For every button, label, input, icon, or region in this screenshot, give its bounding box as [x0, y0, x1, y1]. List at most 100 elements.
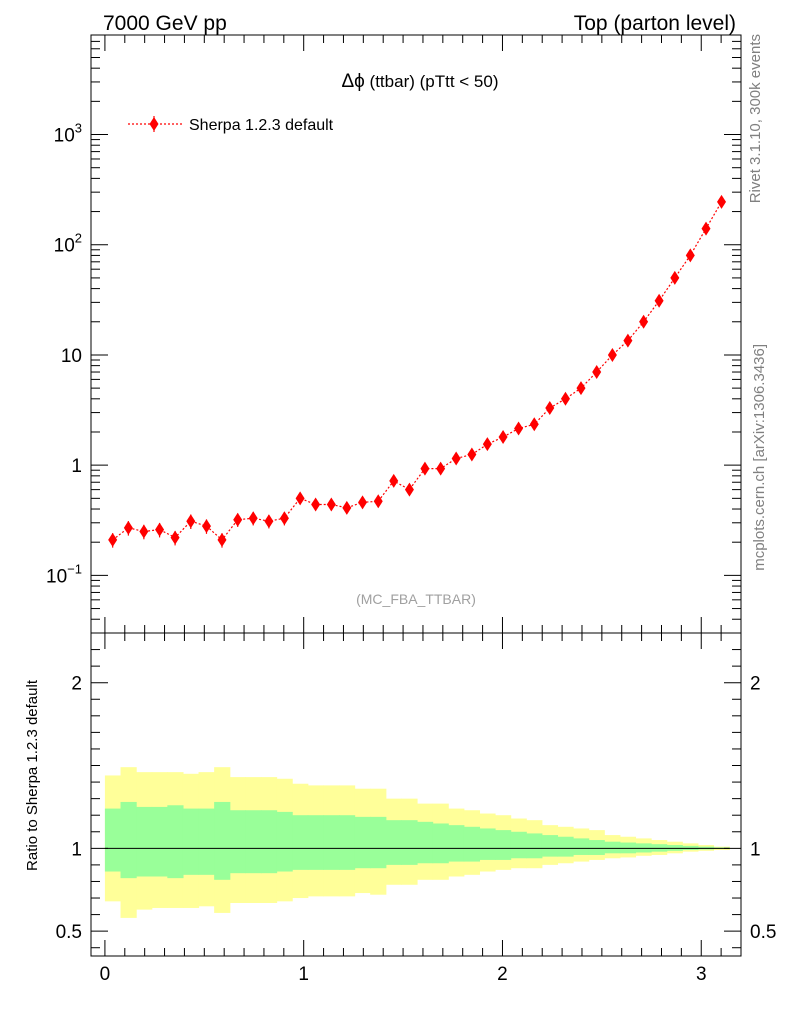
marker	[233, 512, 243, 527]
data-point	[264, 514, 274, 529]
data-point	[529, 417, 539, 432]
marker	[139, 524, 149, 539]
green-band-bin	[338, 815, 356, 870]
ratio-y-tick-label: 1	[71, 839, 82, 860]
green-band-bin	[229, 810, 246, 874]
data-point	[123, 520, 133, 536]
ratio-bands	[104, 767, 730, 918]
ratio-y-tick-label: 2	[71, 674, 82, 695]
green-band-bin	[307, 815, 324, 870]
green-band-bin	[104, 808, 122, 872]
data-point	[717, 194, 727, 209]
marker	[358, 495, 368, 510]
green-band-bin	[604, 841, 621, 854]
green-band-bin	[354, 816, 371, 869]
marker	[373, 494, 383, 509]
ratio-ylabel: Ratio to Sherpa 1.2.3 default	[24, 679, 41, 871]
data-point	[389, 473, 399, 488]
data-point	[639, 314, 649, 329]
marker	[404, 482, 414, 497]
marker	[498, 430, 508, 445]
marker	[545, 401, 555, 416]
data-point	[498, 430, 508, 445]
marker	[654, 293, 664, 308]
data-point	[155, 522, 165, 538]
y-tick-label-base: 10	[46, 566, 67, 587]
data-point	[560, 391, 570, 406]
plot-title: Δϕ (ttbar) (pTtt < 50)	[341, 71, 498, 92]
data-point	[139, 524, 149, 540]
marker	[670, 270, 680, 285]
mcplots-label: mcplots.cern.ch [arXiv:1306.3436]	[751, 344, 768, 571]
ratio-y-axis: 0.5 0.5 1 1 2 2	[56, 632, 776, 949]
data-point	[451, 451, 461, 466]
ratio-x-axis: 0 1 2 3	[100, 633, 722, 985]
green-band-bin	[432, 823, 449, 864]
data-point	[607, 347, 617, 362]
ratio-y-tick-label-right: 0.5	[750, 922, 776, 943]
marker	[623, 333, 633, 348]
y-tick-label-base: 10	[54, 236, 75, 257]
data-point	[170, 530, 180, 546]
marker	[217, 532, 227, 547]
marker	[295, 491, 305, 506]
marker	[717, 194, 727, 209]
marker	[248, 511, 258, 526]
marker	[420, 461, 430, 476]
marker	[482, 437, 492, 452]
ratio-y-tick-label: 0.5	[56, 922, 82, 943]
marker	[342, 500, 352, 515]
y-tick-label: 10−1	[46, 561, 82, 587]
data-point	[685, 248, 695, 263]
green-band-bin	[385, 820, 402, 865]
y-tick-label-exponent: −1	[67, 561, 82, 576]
marker	[514, 421, 524, 436]
data-point	[576, 381, 586, 396]
analysis-label: (MC_FBA_TTBAR)	[356, 591, 476, 607]
green-band-bin	[541, 835, 559, 857]
data-point	[217, 532, 227, 548]
green-band-bin	[260, 810, 278, 874]
data-point	[233, 512, 243, 527]
data-point	[326, 497, 336, 512]
green-band-bin	[182, 808, 200, 875]
data-point	[342, 500, 352, 515]
marker	[529, 417, 539, 432]
ratio-plot-panel: 0.5 0.5 1 1 2 2 0 1 2 3 Ratio to Sherpa 1.2.3 de…	[24, 632, 776, 985]
data-point	[248, 511, 258, 526]
marker	[560, 391, 570, 406]
y-tick-label: 10	[61, 346, 82, 367]
plot-title-symbol: Δϕ	[341, 71, 364, 92]
y-tick-label: 1	[71, 456, 82, 477]
data-point	[186, 514, 196, 529]
green-band-bin	[479, 828, 496, 860]
data-point	[670, 270, 680, 285]
data-point	[467, 447, 477, 462]
ratio-plot-frame	[90, 632, 742, 957]
data-point	[404, 482, 414, 497]
x-tick-label: 2	[497, 964, 508, 985]
green-band-bin	[448, 825, 465, 862]
green-band-bin	[151, 806, 168, 877]
marker	[607, 347, 617, 362]
y-tick-label: 102	[54, 231, 82, 257]
marker	[279, 511, 289, 526]
marker	[389, 473, 399, 488]
header-right: Top (parton level)	[574, 12, 736, 35]
green-band-bin	[526, 833, 543, 859]
y-tick-label-exponent: 2	[75, 231, 82, 246]
legend-marker	[149, 117, 159, 131]
green-band-bin	[401, 820, 418, 865]
data-point	[420, 461, 430, 476]
marker	[108, 532, 118, 547]
green-band-bin	[323, 815, 340, 870]
marker	[170, 530, 180, 545]
y-tick-label-base: 10	[54, 126, 75, 147]
data-point	[592, 365, 602, 380]
marker	[685, 248, 695, 263]
data-point	[623, 333, 633, 348]
ratio-y-tick-label-right: 1	[750, 839, 761, 860]
marker	[155, 522, 165, 537]
marker	[592, 365, 602, 380]
marker	[436, 461, 446, 476]
